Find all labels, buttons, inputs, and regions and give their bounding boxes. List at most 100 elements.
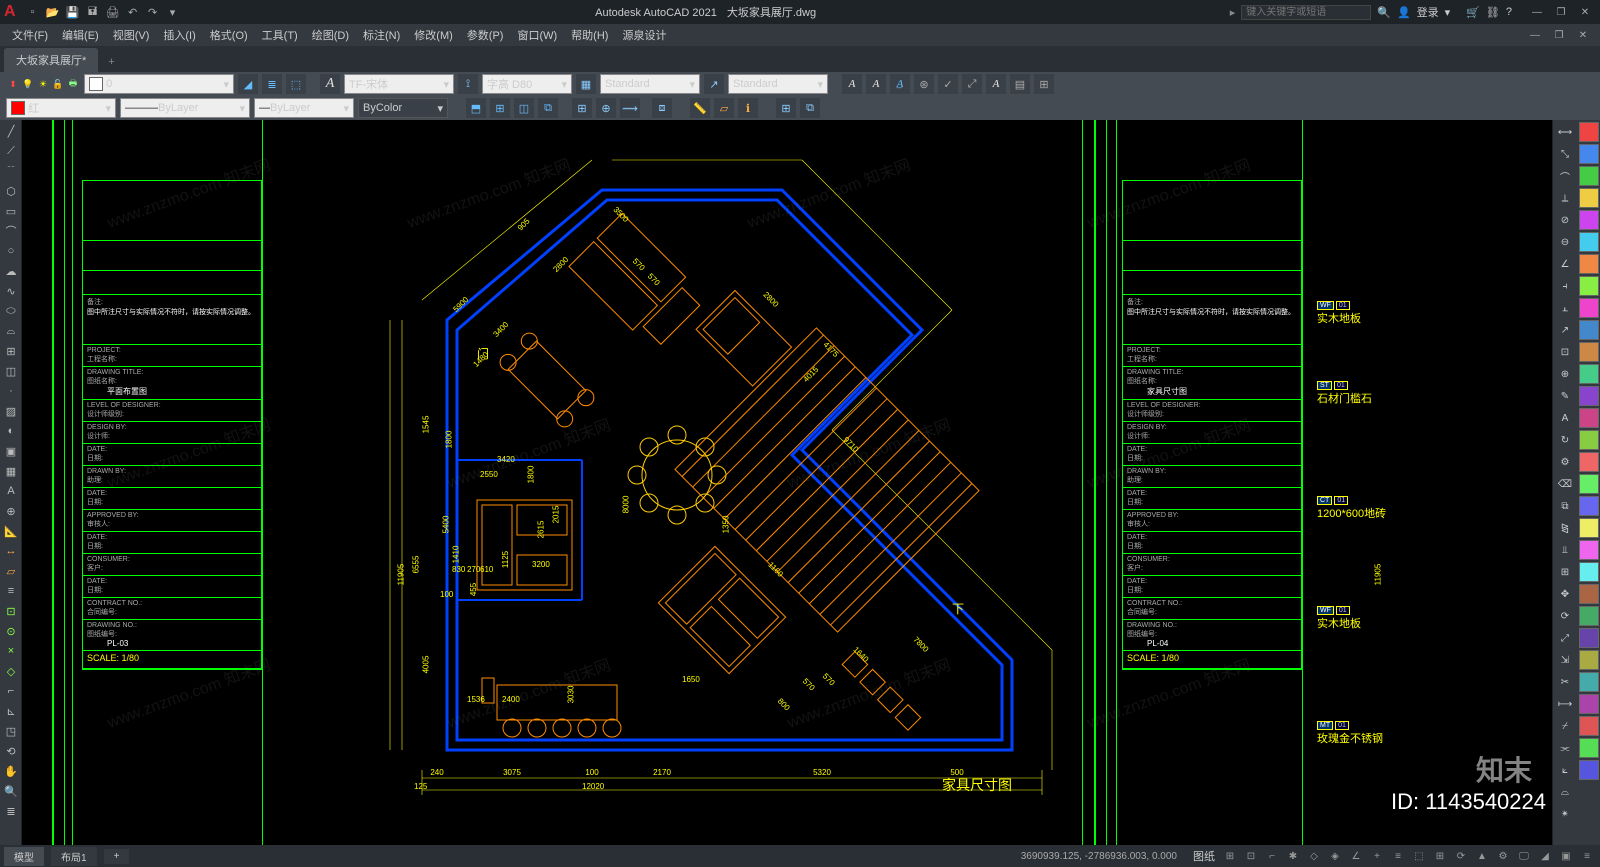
minimize-icon[interactable]: — [1526,4,1548,20]
pal-8-icon[interactable] [1579,276,1599,296]
sb-clean-icon[interactable]: ▣ [1557,847,1575,865]
copy-icon[interactable]: ⧉ [1555,496,1575,516]
dim-continue-icon[interactable]: ⫠ [1555,298,1575,318]
block-attr-icon[interactable]: ⧉ [538,98,558,118]
mleaderstyle-icon[interactable]: ↗ [704,74,724,94]
sb-tpy-icon[interactable]: ⬚ [1410,847,1428,865]
pal-15-icon[interactable] [1579,430,1599,450]
textstyle-dropdown[interactable]: TF-宋体▾ [344,74,454,94]
spline-icon[interactable]: ∿ [2,282,20,300]
ellipse-icon[interactable]: ⬭ [2,302,20,320]
dim-arc-icon[interactable]: ⌒ [1555,166,1575,186]
array-icon[interactable]: ⊞ [1555,562,1575,582]
pal-24-icon[interactable] [1579,628,1599,648]
menu-view[interactable]: 视图(V) [107,25,156,45]
join-icon[interactable]: ⫘ [1555,738,1575,758]
sb-dyn-icon[interactable]: + [1368,847,1386,865]
view-cascade-icon[interactable]: ⧉ [800,98,820,118]
justify-icon[interactable]: ▤ [1010,74,1030,94]
plotstyle-dropdown[interactable]: ByColor▾ [358,98,448,118]
offset-icon[interactable]: ⫫ [1555,540,1575,560]
menu-file[interactable]: 文件(F) [6,25,54,45]
pal-9-icon[interactable] [1579,298,1599,318]
orbit-icon[interactable]: ⟲ [2,742,20,760]
text-a4-icon[interactable]: A [986,74,1006,94]
dim-center-icon[interactable]: ⊕ [1555,364,1575,384]
snap3-icon[interactable]: × [2,642,20,660]
sb-iso-icon[interactable]: ◢ [1536,847,1554,865]
menu-window[interactable]: 窗口(W) [511,25,563,45]
app-switcher-icon[interactable]: ⛓ [1486,6,1500,19]
break-icon[interactable]: ⌿ [1555,716,1575,736]
sb-ws-icon[interactable]: ⚙ [1494,847,1512,865]
ellipsearc-icon[interactable]: ⌓ [2,322,20,340]
pal-21-icon[interactable] [1579,562,1599,582]
tablestyle-dropdown[interactable]: Standard▾ [600,74,700,94]
pal-16-icon[interactable] [1579,452,1599,472]
sb-lwt-icon[interactable]: ≡ [1389,847,1407,865]
dimstyle-dropdown[interactable]: 字高 D80▾ [482,74,572,94]
array-polar-icon[interactable]: ⊕ [596,98,616,118]
sb-sc-icon[interactable]: ⟳ [1452,847,1470,865]
pal-17-icon[interactable] [1579,474,1599,494]
block-insert-icon[interactable]: ⬒ [466,98,486,118]
scale-icon[interactable]: ⤢ [962,74,982,94]
qat-save-icon[interactable]: 💾 [64,3,82,21]
dim-tolerance-icon[interactable]: ⊡ [1555,342,1575,362]
menu-edit[interactable]: 编辑(E) [56,25,105,45]
pal-3-icon[interactable] [1579,166,1599,186]
scale-tool-icon[interactable]: ⤢ [1555,628,1575,648]
sb-snap-icon[interactable]: ⊡ [1242,847,1260,865]
qat-saveas-icon[interactable]: 🖬 [84,3,102,21]
pal-14-icon[interactable] [1579,408,1599,428]
pal-25-icon[interactable] [1579,650,1599,670]
circle-icon[interactable]: ○ [2,242,20,260]
menu-yuanquan[interactable]: 源泉设计 [616,25,672,45]
pal-6-icon[interactable] [1579,232,1599,252]
doc-minimize-icon[interactable]: — [1524,27,1546,43]
doc-close-icon[interactable]: ✕ [1572,27,1594,43]
pal-26-icon[interactable] [1579,672,1599,692]
dim-aligned-icon[interactable]: ⤡ [1555,144,1575,164]
dim-radius-icon[interactable]: ⊘ [1555,210,1575,230]
dimstyle-icon[interactable]: ⟟ [458,74,478,94]
pal-1-icon[interactable] [1579,122,1599,142]
cart-icon[interactable]: 🛒 [1466,6,1480,19]
layer-prev-icon[interactable]: ◢ [238,74,258,94]
pal-13-icon[interactable] [1579,386,1599,406]
color-dropdown[interactable]: 红▾ [6,98,116,118]
pal-4-icon[interactable] [1579,188,1599,208]
view3d-icon[interactable]: ◳ [2,722,20,740]
xline-icon[interactable]: ⟋ [2,142,20,160]
dim-update-icon[interactable]: ↻ [1555,430,1575,450]
drawing-canvas[interactable]: 备注:图中所注尺寸与实际情况不符时，请按实际情况调整。 PROJECT:工程名称… [22,120,1552,845]
trim-icon[interactable]: ✂ [1555,672,1575,692]
pal-11-icon[interactable] [1579,342,1599,362]
measure-icon[interactable]: 📐 [2,522,20,540]
sb-grid-icon[interactable]: ⊞ [1221,847,1239,865]
qat-open-icon[interactable]: 📂 [44,3,62,21]
snap2-icon[interactable]: ⊙ [2,622,20,640]
text-a1-icon[interactable]: A [842,74,862,94]
explode-icon[interactable]: ✴ [1555,804,1575,824]
rectangle-icon[interactable]: ▭ [2,202,20,220]
doc-restore-icon[interactable]: ❐ [1548,27,1570,43]
dim-style-icon[interactable]: ⚙ [1555,452,1575,472]
table-icon[interactable]: ▦ [2,462,20,480]
lineweight-dropdown[interactable]: — ByLayer▾ [254,98,354,118]
pal-19-icon[interactable] [1579,518,1599,538]
menu-insert[interactable]: 插入(I) [157,25,201,45]
layer-lock-icon[interactable]: 🔓 [51,77,65,91]
pal-28-icon[interactable] [1579,716,1599,736]
dim-tedit-icon[interactable]: A [1555,408,1575,428]
pal-10-icon[interactable] [1579,320,1599,340]
revcloud-icon[interactable]: ☁ [2,262,20,280]
field-icon[interactable]: ⊞ [1034,74,1054,94]
sb-osnap-icon[interactable]: ◇ [1305,847,1323,865]
view-tile-icon[interactable]: ⊞ [776,98,796,118]
paper-label[interactable]: 图纸 [1193,848,1215,864]
dim-edit-icon[interactable]: ✎ [1555,386,1575,406]
ucs-icon[interactable]: ⌐ [2,682,20,700]
dist-icon[interactable]: ↔ [2,542,20,560]
pal-23-icon[interactable] [1579,606,1599,626]
